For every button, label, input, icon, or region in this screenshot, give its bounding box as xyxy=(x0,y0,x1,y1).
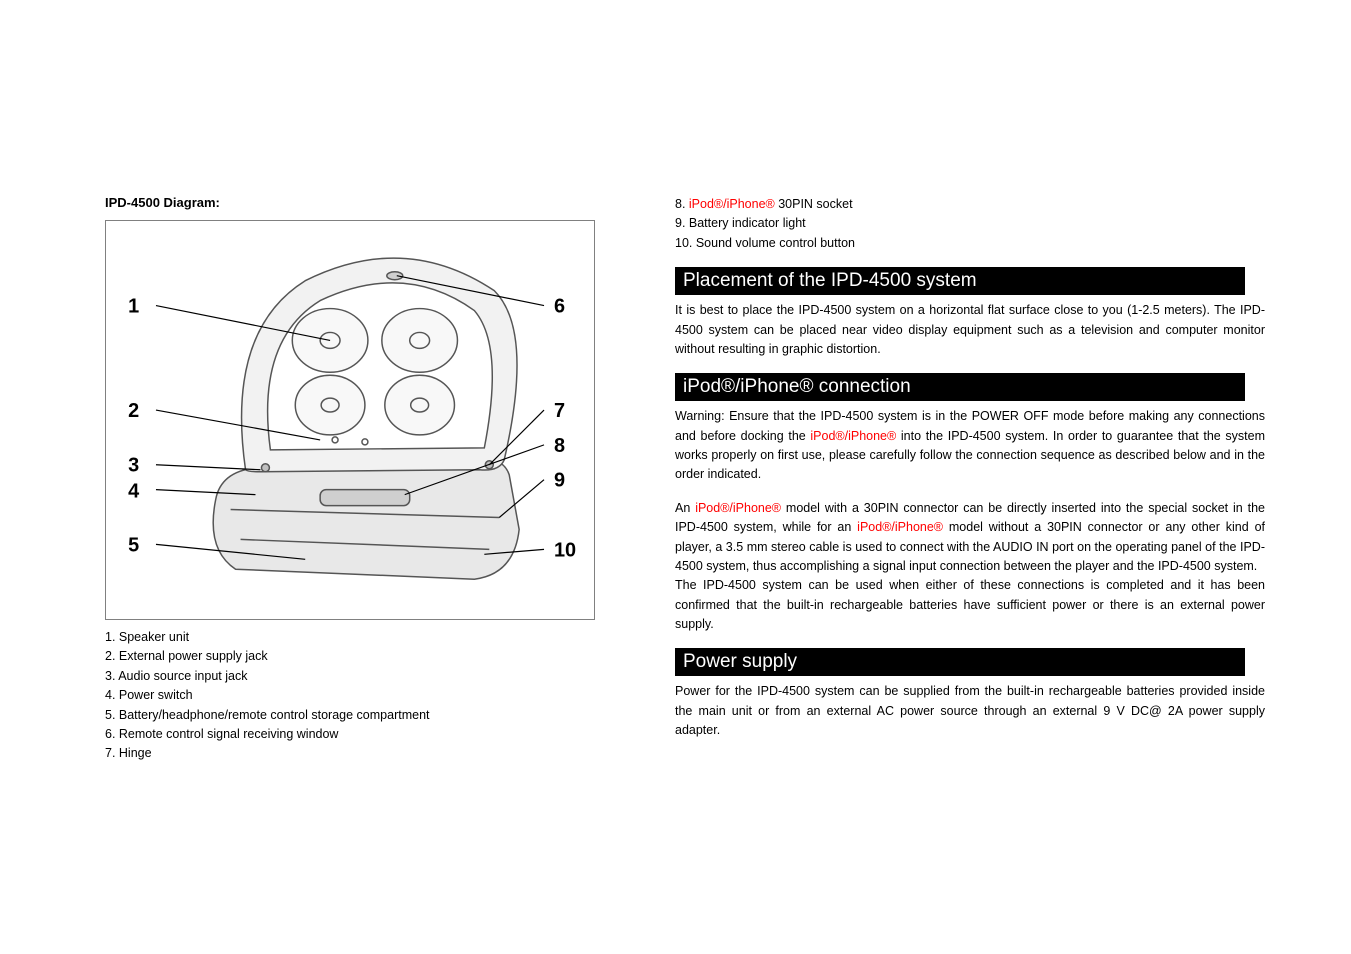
callout-3: 3 xyxy=(128,455,139,477)
callout-8: 8 xyxy=(554,435,565,457)
callout-5: 5 xyxy=(128,534,139,556)
diagram-image: 1 2 3 4 5 6 7 8 9 10 xyxy=(105,220,595,620)
callout-6: 6 xyxy=(554,296,565,318)
section-header-power: Power supply xyxy=(675,648,1245,676)
callout-10: 10 xyxy=(554,539,576,561)
connection-p3: The IPD-4500 system can be used when eit… xyxy=(675,576,1265,634)
legend-5: 5. Battery/headphone/remote control stor… xyxy=(105,706,595,725)
legend-1: 1. Speaker unit xyxy=(105,628,595,647)
callout-9: 9 xyxy=(554,470,565,492)
section-header-placement: Placement of the IPD-4500 system xyxy=(675,267,1245,295)
legend-7: 7. Hinge xyxy=(105,744,595,763)
section-header-connection: iPod®/iPhone® connection xyxy=(675,373,1245,401)
placement-body: It is best to place the IPD-4500 system … xyxy=(675,301,1265,359)
callout-2: 2 xyxy=(128,400,139,422)
callout-7: 7 xyxy=(554,400,565,422)
connection-p2: An iPod®/iPhone® model with a 30PIN conn… xyxy=(675,499,1265,577)
callout-4: 4 xyxy=(128,481,139,503)
legend-9: 9. Battery indicator light xyxy=(675,214,1265,233)
legend-8: 8. iPod®/iPhone® 30PIN socket xyxy=(675,195,1265,214)
legend-3: 3. Audio source input jack xyxy=(105,667,595,686)
diagram-title: IPD-4500 Diagram: xyxy=(105,195,595,210)
legend-6: 6. Remote control signal receiving windo… xyxy=(105,725,595,744)
connection-warning: Warning: Ensure that the IPD-4500 system… xyxy=(675,407,1265,485)
legend-4: 4. Power switch xyxy=(105,686,595,705)
legend-2: 2. External power supply jack xyxy=(105,647,595,666)
power-body: Power for the IPD-4500 system can be sup… xyxy=(675,682,1265,740)
legend-10: 10. Sound volume control button xyxy=(675,234,1265,253)
callout-1: 1 xyxy=(128,296,139,318)
